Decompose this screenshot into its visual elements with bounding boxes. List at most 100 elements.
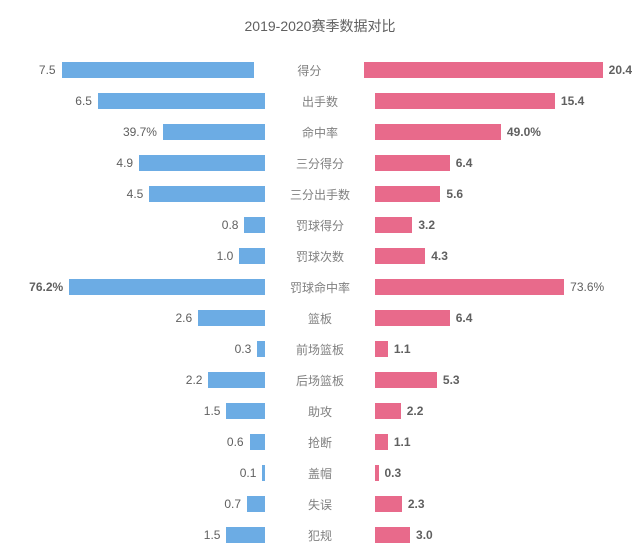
- left-value-label: 39.7%: [123, 125, 157, 139]
- right-value-label: 49.0%: [507, 125, 541, 139]
- left-side: 1.0: [8, 246, 265, 266]
- left-bar: [208, 372, 265, 388]
- left-side: 39.7%: [8, 122, 265, 142]
- left-bar: [239, 248, 265, 264]
- right-side: 49.0%: [375, 122, 632, 142]
- chart-row: 1.5助攻2.2: [8, 401, 632, 421]
- left-bar: [226, 527, 265, 543]
- left-value-label: 4.9: [116, 156, 133, 170]
- chart-row: 7.5 得分20.4: [8, 60, 632, 80]
- left-value-label: 6.5: [75, 94, 92, 108]
- right-bar: [375, 496, 402, 512]
- category-label: 罚球次数: [265, 248, 375, 265]
- left-bar: [98, 93, 265, 109]
- right-bar: [375, 310, 450, 326]
- right-value-label: 73.6%: [570, 280, 604, 294]
- category-label: 三分出手数: [265, 186, 375, 203]
- left-side: 2.6: [8, 308, 265, 328]
- left-value-label: 0.7: [224, 497, 241, 511]
- chart-row: 1.5 犯规 3.0: [8, 525, 632, 545]
- left-value-label: 0.1: [240, 466, 257, 480]
- left-bar: [69, 279, 265, 295]
- chart-row: 0.8罚球得分3.2: [8, 215, 632, 235]
- left-side: 2.2: [8, 370, 265, 390]
- left-bar: [262, 465, 265, 481]
- category-label: 出手数: [265, 93, 375, 110]
- left-side: 76.2%: [8, 277, 265, 297]
- right-side: 15.4: [375, 91, 632, 111]
- right-side: 5.6: [375, 184, 632, 204]
- chart-row: 0.6抢断1.1: [8, 432, 632, 452]
- right-side: 2.2: [375, 401, 632, 421]
- right-side: 6.4: [375, 308, 632, 328]
- right-bar: [375, 279, 564, 295]
- left-bar: [62, 62, 255, 78]
- category-label: 前场篮板: [265, 341, 375, 358]
- chart-row: 6.5 出手数15.4: [8, 91, 632, 111]
- right-side: 2.3: [375, 494, 632, 514]
- right-side: 6.4: [375, 153, 632, 173]
- right-bar: [375, 403, 401, 419]
- right-value-label: 2.2: [407, 404, 424, 418]
- right-side: 1.1: [375, 432, 632, 452]
- left-side: 1.5: [8, 401, 265, 421]
- right-side: 20.4: [364, 60, 632, 80]
- left-bar: [257, 341, 265, 357]
- right-side: 4.3: [375, 246, 632, 266]
- right-bar: [375, 217, 412, 233]
- left-side: 4.5: [8, 184, 265, 204]
- right-value-label: 1.1: [394, 435, 411, 449]
- category-label: 三分得分: [265, 155, 375, 172]
- right-bar: [375, 155, 450, 171]
- left-bar: [139, 155, 265, 171]
- left-value-label: 4.5: [127, 187, 144, 201]
- category-label: 命中率: [265, 124, 375, 141]
- left-side: 0.3: [8, 339, 265, 359]
- category-label: 得分: [254, 62, 364, 79]
- category-label: 篮板: [265, 310, 375, 327]
- left-side: 0.7: [8, 494, 265, 514]
- right-bar: [375, 124, 501, 140]
- right-value-label: 5.6: [446, 187, 463, 201]
- right-value-label: 3.0: [416, 528, 433, 542]
- left-bar: [244, 217, 265, 233]
- left-side: 6.5: [8, 91, 265, 111]
- left-value-label: 1.5: [204, 404, 221, 418]
- category-label: 盖帽: [265, 465, 375, 482]
- chart-row: 39.7% 命中率 49.0%: [8, 122, 632, 142]
- chart-row: 1.0罚球次数 4.3: [8, 246, 632, 266]
- right-value-label: 3.2: [418, 218, 435, 232]
- chart-row: 2.6 篮板6.4: [8, 308, 632, 328]
- left-side: 7.5: [8, 60, 254, 80]
- left-value-label: 0.3: [235, 342, 252, 356]
- right-side: 1.1: [375, 339, 632, 359]
- category-label: 犯规: [265, 527, 375, 544]
- right-bar: [375, 527, 410, 543]
- right-bar: [375, 93, 555, 109]
- chart-row: 76.2%罚球命中率73.6%: [8, 277, 632, 297]
- category-label: 后场篮板: [265, 372, 375, 389]
- right-value-label: 1.1: [394, 342, 411, 356]
- right-value-label: 2.3: [408, 497, 425, 511]
- left-value-label: 7.5: [39, 63, 56, 77]
- left-side: 0.1: [8, 463, 265, 483]
- left-bar: [163, 124, 265, 140]
- left-value-label: 2.6: [176, 311, 193, 325]
- chart-row: 0.7失误2.3: [8, 494, 632, 514]
- left-bar: [226, 403, 265, 419]
- left-bar: [149, 186, 265, 202]
- right-side: 3.0: [375, 525, 632, 545]
- right-value-label: 6.4: [456, 156, 473, 170]
- left-value-label: 76.2%: [29, 280, 63, 294]
- chart-row: 2.2后场篮板5.3: [8, 370, 632, 390]
- left-side: 1.5: [8, 525, 265, 545]
- right-value-label: 4.3: [431, 249, 448, 263]
- chart-row: 4.5 三分出手数 5.6: [8, 184, 632, 204]
- chart-row: 4.9 三分得分 6.4: [8, 153, 632, 173]
- comparison-chart: 2019-2020赛季数据对比 7.5得分20.46.5出手数15.439.7%…: [0, 0, 640, 544]
- left-side: 0.8: [8, 215, 265, 235]
- left-value-label: 1.5: [204, 528, 221, 542]
- right-side: 0.3: [375, 463, 632, 483]
- right-bar: [375, 341, 388, 357]
- right-bar: [375, 372, 437, 388]
